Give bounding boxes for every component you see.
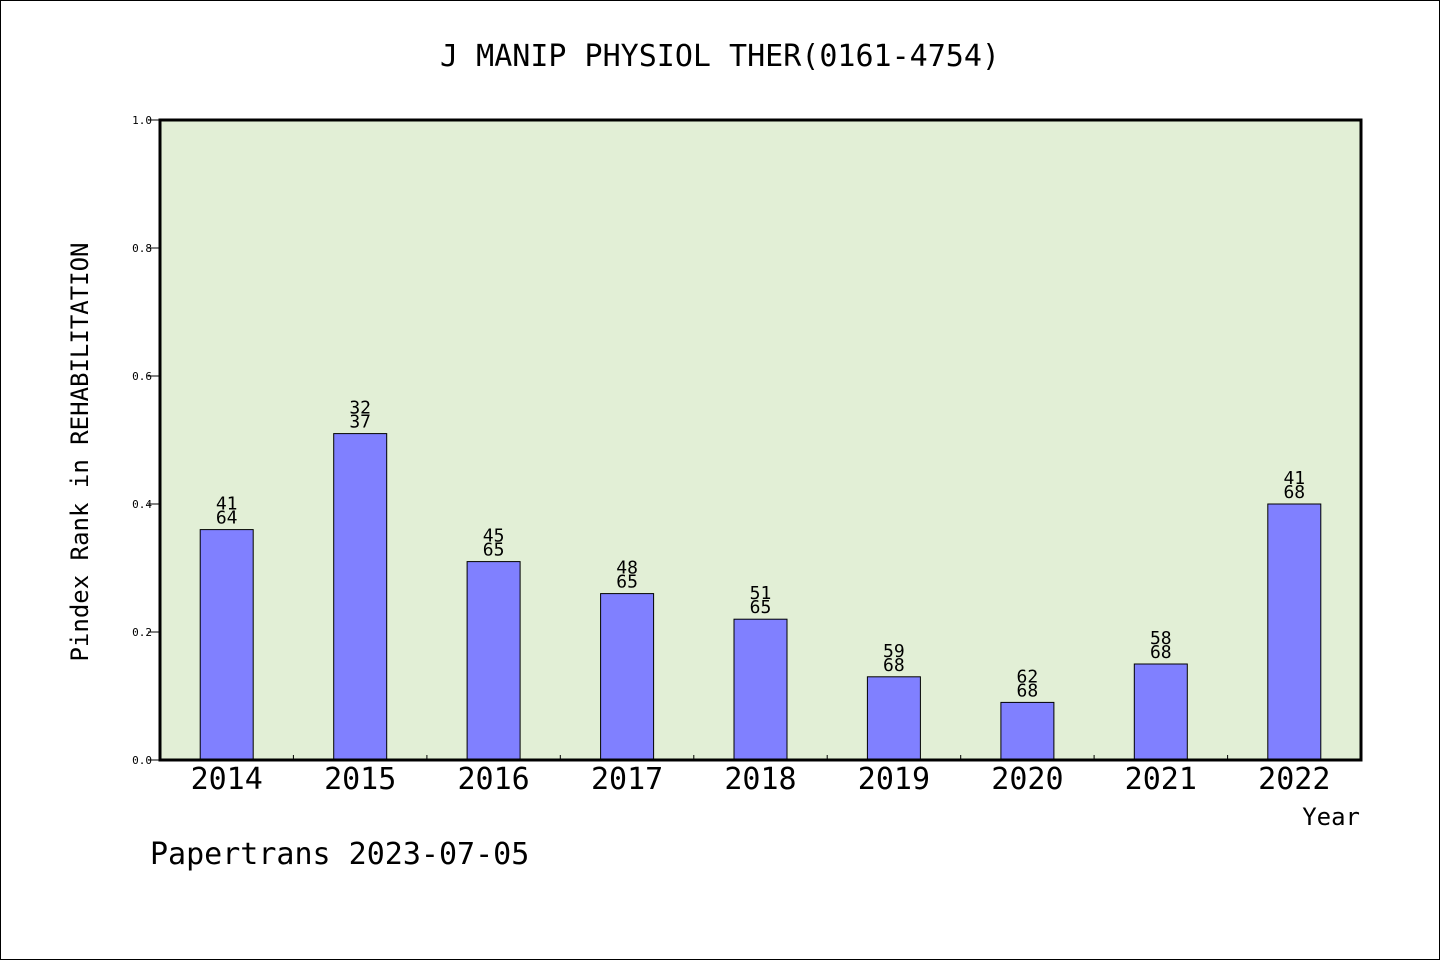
bar-total-label-2016: 65 [483, 540, 505, 561]
bar-2014 [199, 529, 254, 761]
y-tick-label-0.6: 0.6 [132, 370, 152, 383]
bar-total-label-2014: 64 [216, 508, 238, 529]
x-tick-label-2015: 2015 [324, 762, 396, 797]
y-tick-label-0.0: 0.0 [132, 754, 152, 767]
chart-title: J MANIP PHYSIOL THER(0161-4754) [440, 39, 1000, 74]
bar-rank-label-2017: 48 [616, 558, 638, 579]
bar-2015 [333, 433, 388, 761]
bar-2016 [466, 561, 521, 761]
bar-rank-label-2018: 51 [750, 583, 772, 604]
x-axis-label: Year [1302, 803, 1360, 831]
y-ticks-group: 0.0 0.2 0.4 0.6 0.8 1.0 [132, 114, 160, 767]
x-tick-label-2017: 2017 [591, 762, 663, 797]
footer-text: Papertrans 2023-07-05 [150, 837, 529, 872]
bar-total-label-2017: 65 [616, 572, 638, 593]
bar-rank-label-2021: 58 [1150, 628, 1172, 649]
bar-rank-label-2022: 41 [1283, 468, 1305, 489]
bar-2021 [1133, 663, 1188, 761]
bar-2019 [866, 676, 921, 761]
x-tick-label-2014: 2014 [191, 762, 263, 797]
y-tick-label-0.4: 0.4 [132, 498, 152, 511]
bar-total-label-2020: 68 [1017, 680, 1039, 701]
y-tick-label-0.2: 0.2 [132, 626, 152, 639]
bar-total-label-2022: 68 [1283, 482, 1305, 503]
x-tick-label-2020: 2020 [991, 762, 1063, 797]
bar-rank-label-2019: 59 [883, 641, 905, 662]
y-tick-label-1.0: 1.0 [132, 114, 152, 127]
bar-rank-label-2014: 41 [216, 494, 238, 515]
bar-rank-label-2016: 45 [483, 526, 505, 547]
bar-2022 [1267, 503, 1322, 761]
bar-rank-label-2020: 62 [1017, 666, 1039, 687]
y-tick-label-0.8: 0.8 [132, 242, 152, 255]
x-tick-label-2018: 2018 [724, 762, 796, 797]
bar-total-label-2019: 68 [883, 655, 905, 676]
x-tick-label-2022: 2022 [1258, 762, 1330, 797]
bar-total-label-2015: 37 [349, 412, 371, 433]
bar-total-label-2018: 65 [750, 597, 772, 618]
bar-rank-label-2015: 32 [349, 398, 371, 419]
bar-2017 [600, 593, 655, 761]
plot-border [158, 118, 1363, 762]
x-tick-label-2021: 2021 [1125, 762, 1197, 797]
x-tick-label-2016: 2016 [457, 762, 529, 797]
bars-group [199, 433, 1322, 761]
y-axis-label: Pindex Rank in REHABILITATION [66, 242, 94, 661]
x-ticks-group: 2014 2015 2016 2017 2018 2019 2020 2021 2022 [191, 755, 1330, 797]
x-tick-label-2019: 2019 [858, 762, 930, 797]
bar-total-label-2021: 68 [1150, 642, 1172, 663]
bar-2020 [1000, 701, 1055, 761]
bar-2018 [733, 618, 788, 761]
